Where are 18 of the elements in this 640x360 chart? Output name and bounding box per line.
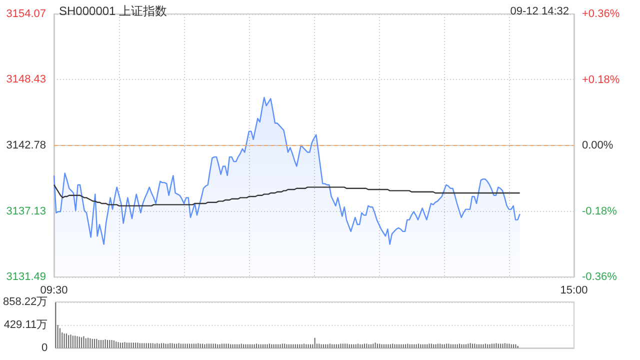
- y-tick-label: 3142.78: [6, 140, 46, 152]
- y-tick-label: 429.11万: [4, 319, 48, 331]
- y-tick-label: 858.22万: [2, 296, 48, 308]
- y2-tick-label: -0.18%: [582, 205, 618, 218]
- y-tick-label: 3137.13: [6, 205, 46, 218]
- y-tick-label: 3148.43: [6, 74, 46, 86]
- y2-tick-label: -0.36%: [582, 271, 618, 283]
- y-tick-label: 0: [42, 342, 48, 354]
- y2-tick-label: +0.18%: [582, 74, 620, 86]
- y-tick-label: 3154.07: [6, 8, 46, 20]
- y2-tick-label: +0.36%: [582, 8, 620, 20]
- chart-title: SH000001 上证指数: [59, 4, 168, 18]
- line-series: [53, 184, 520, 206]
- annotation: 09-12 14:32: [510, 6, 569, 18]
- x-tick-label: 15:00: [560, 284, 588, 296]
- y-tick-label: 3131.49: [6, 271, 46, 283]
- x-tick-label: 09:30: [40, 284, 68, 296]
- y2-tick-label: 0.00%: [582, 140, 614, 152]
